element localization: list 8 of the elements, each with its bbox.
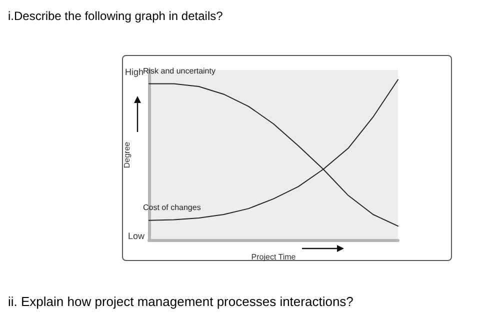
series-label: Risk and uncertainty: [143, 66, 216, 76]
series-label: Cost of changes: [143, 202, 201, 212]
chart-title: i.Describe the following graph in details?: [8, 9, 223, 23]
text: Low: [128, 231, 145, 241]
x-axis-title: Project Time: [251, 252, 296, 262]
text: ii. Explain how project management processes interactions?: [8, 294, 354, 309]
text: High: [125, 67, 144, 77]
y-axis-title: Degree: [122, 141, 132, 168]
